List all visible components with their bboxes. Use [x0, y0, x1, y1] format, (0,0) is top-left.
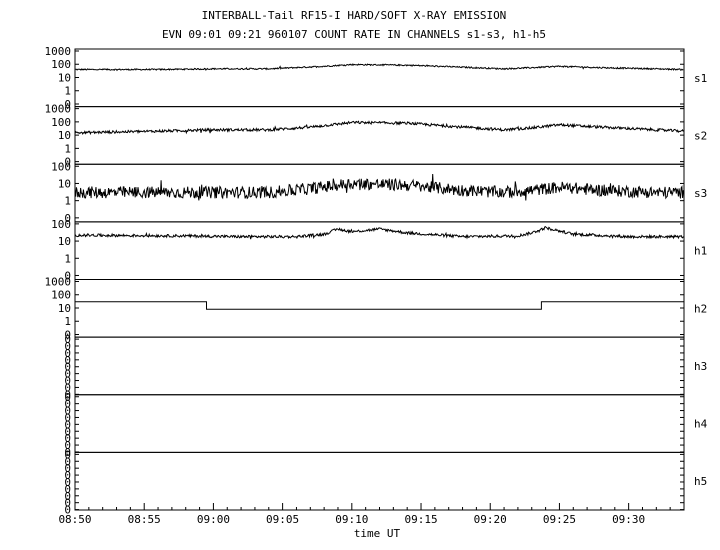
series-line-h1 [74, 225, 684, 240]
x-tick-label: 09:25 [543, 513, 576, 526]
channel-label-h2: h2 [694, 302, 707, 315]
y-tick-label: 10 [58, 302, 71, 315]
y-tick-label: 1 [64, 195, 71, 208]
y-tick-label: 0 [64, 98, 71, 111]
y-tick-label: 0 [64, 391, 71, 404]
y-tick-label: 0 [64, 418, 71, 431]
x-axis: 08:50 08:55 09:00 09:05 09:10 09:15 09:20 09:25… [58, 503, 685, 526]
y-tick-label: 100 [51, 218, 71, 231]
y-tick-label: 0 [64, 490, 71, 503]
y-tick-label: 1 [64, 85, 71, 98]
chart-title: INTERBALL-Tail RF15-I HARD/SOFT X-RAY EM… [202, 9, 507, 22]
x-tick-label: 09:00 [197, 513, 230, 526]
series-line-h2 [75, 301, 684, 310]
y-tick-label: 100 [51, 160, 71, 173]
y-tick-label: 10 [58, 129, 71, 142]
y-tick-label: 0 [64, 368, 71, 381]
panel-frame [74, 48, 685, 108]
y-tick-label: 0 [64, 446, 71, 459]
y-tick-label: 10 [58, 71, 71, 84]
y-tick-label: 0 [64, 455, 71, 468]
y-tick-label: 0 [64, 497, 71, 510]
y-tick-label: 0 [64, 347, 71, 360]
x-tick-label: 09:20 [474, 513, 507, 526]
x-tick-label: 08:50 [58, 513, 91, 526]
y-tick-label: 0 [64, 354, 71, 367]
channel-label-h3: h3 [694, 360, 707, 373]
chart-subtitle: EVN 09:01 09:21 960107 COUNT RATE IN CHA… [162, 28, 546, 41]
y-tick-label: 0 [64, 425, 71, 438]
series-line-s2 [74, 120, 684, 136]
y-tick-label: 1 [64, 252, 71, 265]
channel-label-s1: s1 [694, 72, 707, 85]
x-tick-label: 09:15 [404, 513, 437, 526]
y-tick-label: 100 [51, 289, 71, 302]
y-tick-label: 0 [64, 156, 71, 169]
y-tick-label: 0 [64, 398, 71, 411]
panel-frame [74, 451, 685, 511]
y-tick-label: 1000 [45, 103, 72, 116]
y-tick-label: 0 [64, 462, 71, 475]
channel-label-s2: s2 [694, 129, 707, 142]
y-tick-label: 1000 [45, 45, 72, 58]
y-tick-label: 1 [64, 315, 71, 328]
channel-label-s3: s3 [694, 187, 707, 200]
y-tick-label: 100 [51, 58, 71, 71]
y-tick-label: 0 [64, 361, 71, 374]
x-axis-label: time UT [354, 527, 401, 540]
y-tick-label: 0 [64, 269, 71, 282]
y-tick-label: 100 [51, 116, 71, 129]
y-tick-label: 0 [64, 328, 71, 341]
y-tick-label: 0 [64, 432, 71, 445]
y-tick-label: 0 [64, 411, 71, 424]
panel-frame [74, 394, 685, 453]
channel-label-h1: h1 [694, 245, 707, 258]
panel-frame [74, 221, 685, 280]
y-tick-label: 0 [64, 333, 71, 346]
y-tick-label: 0 [64, 388, 71, 401]
y-tick-label: 0 [64, 439, 71, 452]
y-tick-label: 0 [64, 504, 71, 517]
y-tick-label: 0 [64, 381, 71, 394]
y-tick-label: 0 [64, 340, 71, 353]
series-line-s1 [75, 63, 684, 72]
y-tick-label: 0 [64, 469, 71, 482]
y-tick-label: 1000 [45, 276, 72, 289]
y-tick-label: 10 [58, 177, 71, 190]
y-tick-label: 0 [64, 375, 71, 388]
channel-label-h4: h4 [694, 418, 708, 431]
y-tick-label: 1 [64, 142, 71, 155]
x-tick-label: 09:05 [266, 513, 299, 526]
y-tick-label: 0 [64, 212, 71, 225]
x-tick-label: 09:30 [612, 513, 645, 526]
panel-frame [74, 106, 685, 165]
x-tick-label: 08:55 [128, 513, 161, 526]
panel-frame [74, 279, 685, 338]
panel-frame [74, 336, 685, 396]
panels: 10001001010s110001001010s21001010s310010… [45, 45, 708, 517]
y-tick-label: 0 [64, 476, 71, 489]
x-tick-label: 09:10 [335, 513, 368, 526]
y-tick-label: 0 [64, 405, 71, 418]
series-line-s3 [74, 173, 684, 201]
y-tick-label: 0 [64, 448, 71, 461]
y-tick-label: 0 [64, 483, 71, 496]
y-tick-label: 10 [58, 235, 71, 248]
channel-label-h5: h5 [694, 475, 707, 488]
